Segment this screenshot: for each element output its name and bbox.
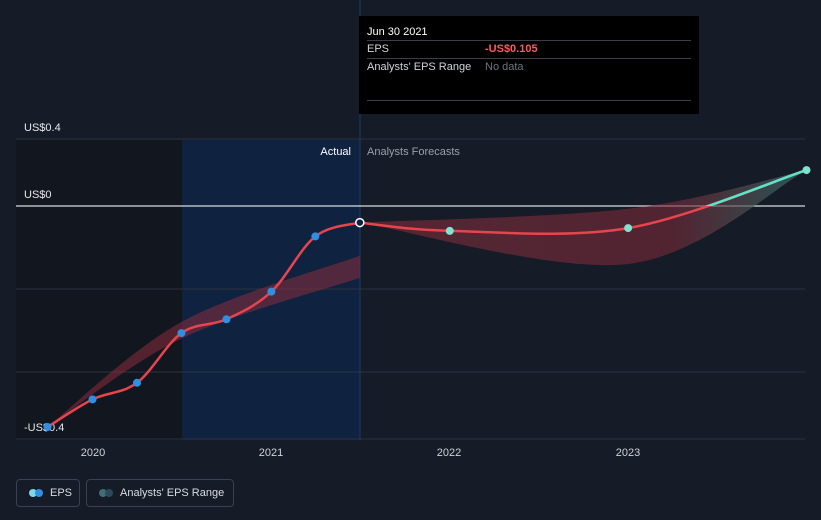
eps-line-actual [46,221,361,429]
tooltip-range-value: No data [485,61,524,73]
eps-point-actual-5 [267,287,276,296]
tooltip-eps-value: -US$0.105 [485,43,538,55]
eps-range-bands [47,170,807,427]
tooltip-eps-key: EPS [367,43,390,55]
tooltip-divider [367,100,691,101]
actual-label: Actual [320,146,351,158]
eps-point-actual-6 [311,232,320,241]
tooltip-range-key: Analysts' EPS Range [367,61,472,73]
range-legend-icon [99,489,113,497]
eps-line-positive [704,168,807,206]
forecast-label: Analysts Forecasts [367,146,460,158]
range-band-actual [47,255,360,427]
x-tick-2021: 2021 [259,447,283,459]
eps-point-forecast-0 [445,226,454,235]
eps-point-forecast-1 [624,224,633,233]
legend-eps-label: EPS [50,487,73,499]
legend-eps-button[interactable]: EPS [16,479,80,507]
eps-point-actual-7 [355,217,365,228]
x-tick-2022: 2022 [437,447,461,459]
y-label-top: US$0.4 [24,122,61,134]
tooltip-row-eps: EPS -US$0.105 [367,40,691,58]
eps-point-actual-2 [132,378,141,387]
x-tick-2020: 2020 [81,447,105,459]
tooltip: Jun 30 2021 EPS -US$0.105 Analysts' EPS … [359,16,699,114]
legend-range-label: Analysts' EPS Range [120,487,225,499]
range-band-forecast [359,170,807,266]
eps-points [43,166,811,431]
eps-lines [46,168,807,429]
eps-legend-icon [29,489,43,497]
eps-point-actual-3 [177,329,186,338]
y-label-zero: US$0 [24,189,52,201]
tooltip-date: Jun 30 2021 [367,26,428,38]
eps-point-actual-0 [43,423,52,431]
tooltip-row-range: Analysts' EPS Range No data [367,58,691,76]
x-tick-2023: 2023 [616,447,640,459]
eps-point-forecast-2 [802,166,811,175]
eps-point-actual-1 [88,395,97,404]
past-region [16,140,182,440]
eps-point-actual-4 [222,315,231,324]
legend-range-button[interactable]: Analysts' EPS Range [86,479,234,507]
